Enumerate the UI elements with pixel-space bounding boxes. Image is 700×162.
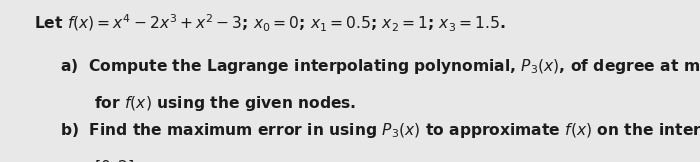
Text: for $f(x)$ using the given nodes.: for $f(x)$ using the given nodes. — [94, 94, 357, 113]
Text: b)  Find the maximum error in using $P_3(x)$ to approximate $f(x)$ on the interv: b) Find the maximum error in using $P_3(… — [60, 122, 700, 140]
Text: a)  Compute the Lagrange interpolating polynomial, $P_3(x)$, of degree at most 3: a) Compute the Lagrange interpolating po… — [60, 57, 700, 76]
Text: Let $f(x) = x^4 - 2x^3 + x^2 - 3$; $x_0 = 0$; $x_1 = 0.5$; $x_2 = 1$; $x_3 = 1.5: Let $f(x) = x^4 - 2x^3 + x^2 - 3$; $x_0 … — [34, 13, 505, 34]
Text: $[0, 2]$.: $[0, 2]$. — [94, 159, 141, 162]
